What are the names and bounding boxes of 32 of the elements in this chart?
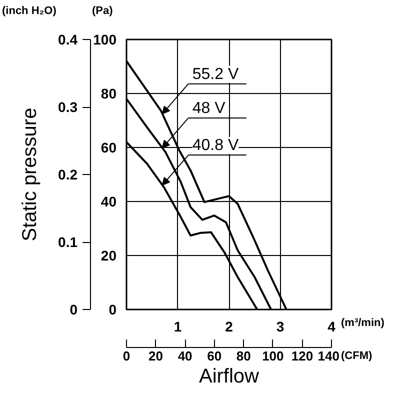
text: (m³/min)	[341, 316, 384, 331]
y-tick-label: 60	[100, 140, 117, 156]
x-tick-label: 3	[276, 318, 284, 334]
y-tick-label: 100	[93, 32, 117, 48]
x2-tick-label: 120	[291, 348, 314, 364]
legend-label: 40.8 V	[192, 137, 239, 154]
x2-tick-label: 140	[318, 348, 340, 364]
y-tick-label: 0	[108, 302, 117, 318]
x-tick-label: 2	[225, 318, 234, 334]
x-tick-label: 4	[328, 318, 336, 334]
x2-tick-label: 40	[178, 348, 192, 364]
y-tick-label: 40	[100, 194, 117, 210]
y2-axis-title: Static pressure	[19, 108, 42, 242]
x2-axis-title: Airflow	[198, 366, 260, 388]
y2-tick-label: 0.3	[58, 99, 78, 115]
text: (CFM)	[341, 349, 372, 364]
text: 55.2 V	[192, 66, 239, 83]
legend-label: 48 V	[192, 100, 226, 117]
y2-tick-label: 0	[70, 302, 78, 318]
y-tick-label: 20	[100, 248, 117, 264]
x2-tick-label: 60	[207, 348, 222, 364]
text: (inch H₂O)	[2, 4, 56, 19]
y2-tick-label: 0.1	[58, 234, 78, 250]
y2-tick-label: 0.2	[58, 166, 78, 182]
x2-tick-label: 0	[122, 348, 130, 364]
y2-tick-label: 0.4	[58, 32, 78, 48]
x2-tick-label: 100	[262, 348, 284, 364]
x2-tick-label: 80	[236, 348, 251, 364]
text: (Pa)	[92, 4, 113, 19]
x2-tick-label: 20	[148, 348, 164, 364]
y-tick-label: 80	[100, 86, 117, 102]
x-tick-label: 1	[174, 318, 182, 334]
